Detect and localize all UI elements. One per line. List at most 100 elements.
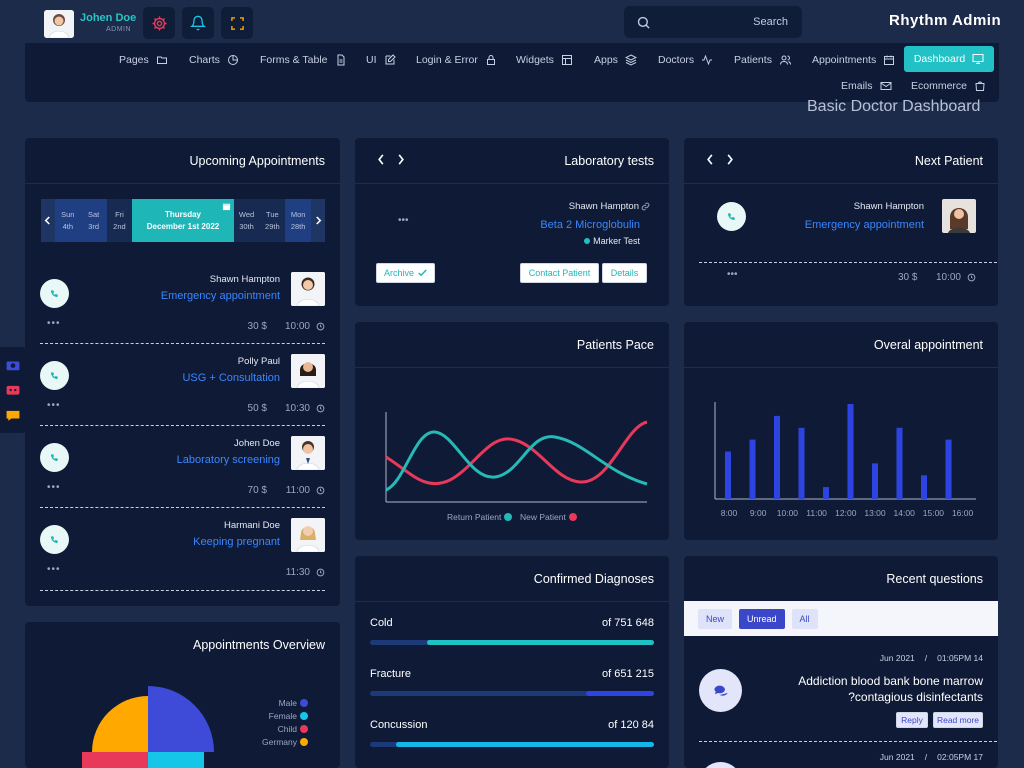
bar[interactable]: [823, 487, 829, 499]
bar[interactable]: [921, 475, 927, 500]
chevron-left-icon[interactable]: [377, 154, 385, 165]
appointment-price: 50 $: [247, 403, 267, 414]
nav-item-ecommerce[interactable]: Ecommerce: [911, 76, 986, 96]
reply-button[interactable]: Reply: [896, 712, 928, 728]
bar[interactable]: [774, 415, 780, 499]
search-box[interactable]: [624, 6, 802, 38]
nav-item-pages[interactable]: Pages: [119, 50, 168, 70]
date-item[interactable]: Sun 4th: [54, 199, 81, 242]
tab-unread[interactable]: Unread: [739, 608, 785, 629]
call-button[interactable]: [40, 279, 69, 308]
nav-label: Login & Error: [416, 54, 478, 66]
nav-item-widgets[interactable]: Widgets: [516, 50, 573, 70]
date-prev-button[interactable]: [41, 199, 55, 242]
bar[interactable]: [847, 404, 854, 499]
clock-icon: [316, 322, 325, 331]
appointment-type[interactable]: USG + Consultation: [182, 372, 280, 384]
chevron-left-icon[interactable]: [706, 154, 714, 165]
more-options-button[interactable]: •••: [727, 269, 738, 280]
call-button[interactable]: [717, 202, 746, 231]
date-item[interactable]: Fri 2nd: [113, 209, 126, 231]
bar[interactable]: [798, 427, 805, 500]
diagnosis-progress: [370, 640, 654, 645]
gamepad-icon[interactable]: [6, 384, 20, 396]
bar[interactable]: [945, 439, 952, 499]
date-item-today[interactable]: Thursday December 1st 2022: [132, 199, 234, 242]
nav-item-doctors[interactable]: Doctors: [658, 50, 713, 70]
card-title: Recent questions: [684, 556, 998, 602]
more-options-button[interactable]: •••: [398, 215, 409, 226]
chevron-right-icon[interactable]: [397, 154, 405, 165]
nav-item-forms-table[interactable]: Forms & Table: [260, 50, 347, 70]
nav-item-emails[interactable]: Emails: [841, 76, 892, 96]
status-dot: [584, 238, 591, 244]
series-new-patient: [385, 420, 648, 486]
call-button[interactable]: [40, 443, 69, 472]
nav-item-appointments[interactable]: Appointments: [812, 50, 895, 70]
read-more-button[interactable]: Read more: [933, 712, 983, 728]
legend-dot: [300, 725, 308, 733]
bar[interactable]: [749, 439, 756, 499]
contact-patient-button[interactable]: Contact Patient: [520, 263, 599, 283]
camera-icon[interactable]: [6, 359, 20, 371]
more-options-button[interactable]: •••: [47, 318, 61, 329]
tab-all[interactable]: All: [791, 608, 818, 629]
date-next-button[interactable]: [311, 199, 325, 242]
search-input[interactable]: [688, 16, 788, 28]
nav-item-login-error[interactable]: Login & Error: [416, 50, 497, 70]
call-button[interactable]: [40, 361, 69, 390]
x-tick-label: 14:00: [894, 508, 916, 518]
appointment-item[interactable]: Shawn Hampton Emergency appointment ••• …: [40, 266, 325, 348]
date-item[interactable]: Sat 3rd: [80, 199, 107, 242]
bar[interactable]: [725, 451, 731, 500]
nav-item-charts[interactable]: Charts: [189, 50, 239, 70]
patient-photo: [291, 354, 325, 388]
bar[interactable]: [896, 427, 903, 500]
date-item[interactable]: Wed 30th: [238, 209, 255, 231]
legend-item: Child: [278, 724, 308, 734]
archive-button[interactable]: Archive: [376, 263, 435, 283]
diagnosis-label: Cold: [370, 617, 393, 629]
date-item[interactable]: Mon 28th: [285, 199, 312, 242]
appointment-type[interactable]: Keeping pregnant: [193, 536, 280, 548]
nav-item-ui[interactable]: UI: [366, 50, 396, 70]
question-avatar: [699, 669, 742, 712]
user-name[interactable]: Johen Doe: [80, 12, 137, 24]
more-options-button[interactable]: •••: [47, 564, 61, 575]
chat-icon[interactable]: [6, 409, 20, 421]
question-avatar: [699, 762, 742, 768]
appointment-type[interactable]: Laboratory screening: [176, 454, 280, 466]
appointment-item[interactable]: Polly Paul USG + Consultation ••• 50 $ 1…: [40, 348, 325, 430]
appointment-type[interactable]: Emergency appointment: [804, 219, 924, 231]
more-options-button[interactable]: •••: [47, 400, 61, 411]
bell-icon: [190, 15, 206, 31]
test-name[interactable]: Beta 2 Microglobulin: [540, 219, 640, 231]
patient-photo: [291, 272, 325, 306]
details-button[interactable]: Details: [602, 263, 647, 283]
date-item[interactable]: Tue 29th: [265, 209, 280, 231]
link-icon: [641, 202, 650, 211]
more-options-button[interactable]: •••: [47, 482, 61, 493]
pie-slice-female: [148, 752, 204, 768]
diagnosis-value: of 120 84: [608, 719, 654, 731]
fullscreen-button[interactable]: [221, 7, 253, 39]
chevron-right-icon[interactable]: [726, 154, 734, 165]
bar[interactable]: [872, 463, 878, 499]
call-button[interactable]: [40, 525, 69, 554]
question-text[interactable]: ?contagious disinfectants: [848, 690, 983, 704]
appointment-item[interactable]: Harmani Doe Keeping pregnant ••• 11:30: [40, 512, 325, 594]
tab-new[interactable]: New: [698, 608, 733, 629]
x-tick-label: 10:00: [777, 508, 799, 518]
user-avatar[interactable]: [44, 10, 74, 38]
legend-item: Female: [269, 711, 308, 721]
appointment-type[interactable]: Emergency appointment: [160, 290, 280, 302]
nav-item-apps[interactable]: Apps: [594, 50, 637, 70]
user-role: ADMIN: [106, 26, 132, 33]
notifications-button[interactable]: [182, 7, 214, 39]
nav-item-dashboard[interactable]: Dashboard: [904, 46, 994, 72]
nav-label: Appointments: [812, 54, 877, 66]
settings-button[interactable]: [143, 7, 175, 39]
appointment-item[interactable]: Johen Doe Laboratory screening ••• 70 $ …: [40, 430, 325, 512]
question-text[interactable]: Addiction blood bank bone marrow: [798, 674, 983, 688]
nav-item-patients[interactable]: Patients: [734, 50, 792, 70]
